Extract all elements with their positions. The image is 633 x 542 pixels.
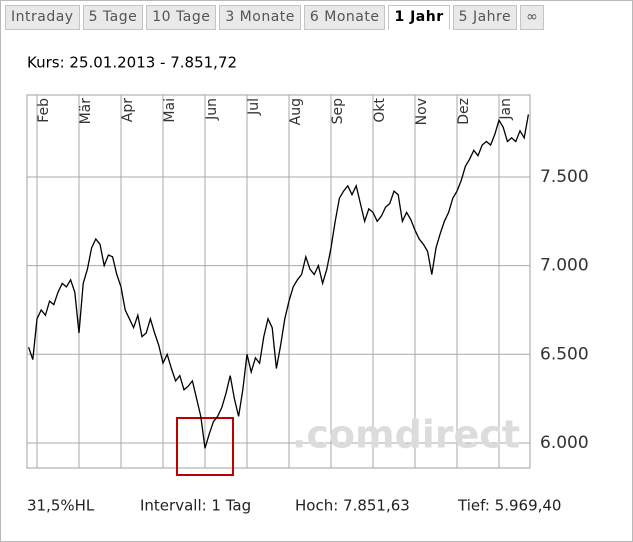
tab[interactable]: 10 Tage [146,5,217,30]
footer-text: Hoch: 7.851,63 [295,497,410,515]
watermark: .comdirect [292,413,520,457]
price-line [27,114,530,449]
x-tick-label: Dez [456,98,472,125]
highlight-box [176,417,234,476]
footer-text: Intervall: 1 Tag [140,497,251,515]
x-tick-label: Jun [204,98,220,121]
plot-area [26,94,531,469]
tab[interactable]: Intraday [5,5,80,30]
x-tick-label: Aug [288,98,304,125]
x-tick-label: Jul [246,98,262,116]
y-tick-label: 7.500 [540,167,589,187]
x-tick-label: Feb [36,98,52,123]
x-tick-label: Sep [330,98,346,125]
tab[interactable]: ∞ [520,5,545,30]
tab[interactable]: 1 Jahr [388,5,450,30]
footer-text: Tief: 5.969,40 [457,497,561,515]
header: Kurs: 25.01.2013 - 7.851,72 [27,54,237,72]
tab[interactable]: 5 Jahre [452,5,518,30]
tab[interactable]: 3 Monate [219,5,301,30]
x-tick-label: Apr [120,98,136,122]
x-tick-label: Jan [498,98,514,121]
y-tick-label: 6.500 [540,344,589,364]
y-tick-label: 6.000 [540,433,589,453]
tab[interactable]: 6 Monate [303,5,386,30]
x-tick-label: Mär [78,98,94,125]
tab-bar: Intraday 5 Tage 10 Tage 3 Monate 6 Monate 1 J… [5,5,545,30]
x-tick-label: Mai [162,98,178,123]
x-tick-label: Okt [372,97,388,122]
tab[interactable]: 5 Tage [82,5,144,30]
x-tick-label: Nov [414,98,430,125]
footer-text: 31,5%HL [27,497,95,515]
y-tick-label: 7.000 [540,256,589,276]
